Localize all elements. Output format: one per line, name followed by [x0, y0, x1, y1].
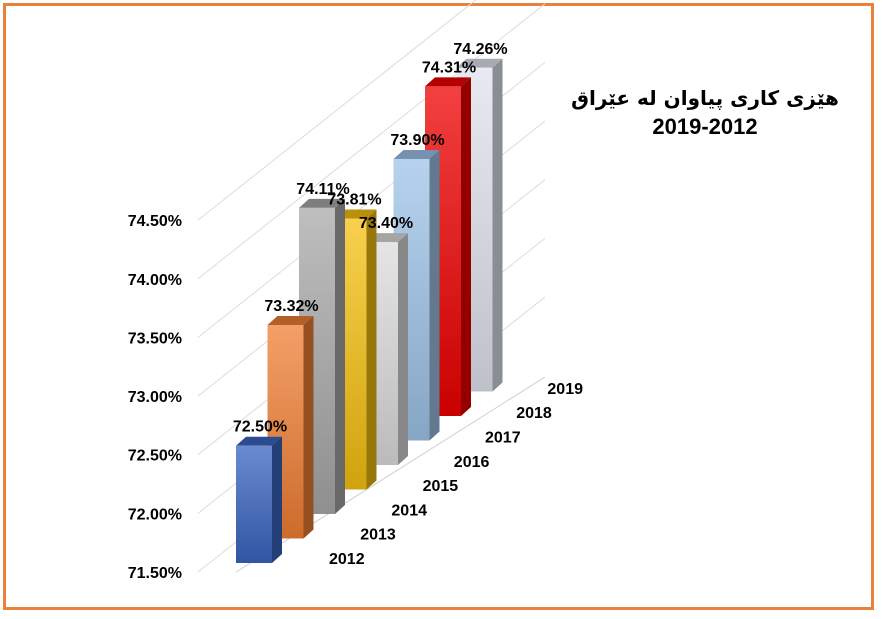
data-label-2014: 74.11%	[296, 181, 349, 198]
category-label-2017: 2017	[485, 430, 521, 447]
data-label-2018: 74.31%	[422, 59, 476, 76]
data-label-2012: 72.50%	[233, 419, 287, 436]
y-tick-label: 72.50%	[128, 448, 182, 465]
y-tick-label: 72.00%	[128, 506, 182, 523]
y-tick-label: 73.00%	[128, 389, 182, 406]
category-label-2015: 2015	[423, 478, 459, 495]
y-tick-label: 71.50%	[128, 565, 182, 582]
y-tick-label: 73.50%	[128, 330, 182, 347]
category-label-2014: 2014	[391, 502, 427, 519]
bars-layer	[236, 58, 503, 563]
data-label-2013: 73.32%	[264, 298, 318, 315]
bar-2012	[236, 436, 282, 563]
data-label-2019: 74.26%	[453, 41, 507, 58]
data-label-2015: 73.81%	[327, 192, 381, 209]
chart-title: هێزی کاری پیاوان لە عێراق 2019-2012	[560, 86, 850, 140]
gridline	[197, 3, 546, 280]
data-label-2016: 73.40%	[359, 215, 413, 232]
gridline	[197, 0, 477, 221]
category-label-2016: 2016	[454, 454, 490, 471]
data-label-2017: 73.90%	[390, 132, 444, 149]
category-label-2018: 2018	[516, 405, 552, 422]
chart-title-line1: هێزی کاری پیاوان لە عێراق	[571, 86, 839, 110]
y-tick-label: 74.50%	[128, 213, 182, 230]
data-labels-layer: 74.26%74.31% 73.90% 73.40% 73.81%74.11% 73.3…	[233, 41, 508, 436]
y-tick-label: 74.00%	[128, 272, 182, 289]
category-axis-labels: 2019 2018 2017 2016 2015 2014 2013 2012	[329, 381, 583, 568]
chart-title-line2: 2019-2012	[652, 114, 758, 139]
floor-line	[235, 376, 546, 573]
y-axis-ticks: 71.50% 72.00% 72.50% 73.00% 73.50% 74.00% 74.5…	[128, 213, 182, 582]
category-label-2012: 2012	[329, 551, 365, 568]
category-label-2013: 2013	[360, 527, 396, 544]
category-label-2019: 2019	[547, 381, 583, 398]
